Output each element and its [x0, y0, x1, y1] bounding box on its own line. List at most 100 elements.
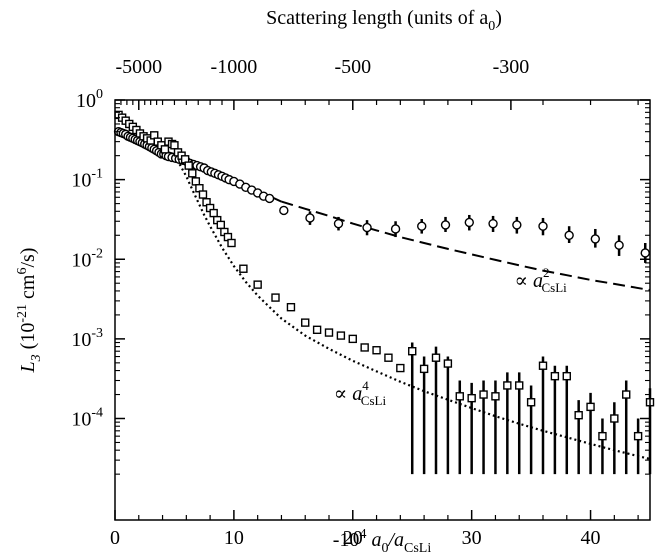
top-tick-label: -1000: [211, 56, 258, 78]
square-point: [227, 238, 236, 248]
square-point: [396, 363, 405, 373]
circle-point: [538, 221, 548, 231]
square-point: [209, 208, 218, 218]
y-axis-title: L3 (10-21 cm6/s): [15, 248, 44, 374]
x-tick-label: 10: [224, 527, 244, 549]
annotation-sup: 2: [543, 265, 550, 280]
annotation-sub: CsLi: [361, 393, 387, 408]
square-point: [455, 392, 464, 401]
circle-point: [362, 222, 372, 233]
y-title-end: /s): [17, 248, 39, 268]
circle-point: [564, 230, 574, 240]
y-tick-base: 10: [71, 170, 91, 192]
square-point: [598, 431, 607, 441]
y-title-unit: (10: [17, 323, 39, 355]
square-point: [491, 392, 500, 401]
square-point: [443, 359, 453, 368]
y-tick-base: 10: [76, 90, 96, 112]
annotation-a2: ∝ a2 CsLi: [514, 265, 567, 295]
y-tick-label: 10-2: [71, 246, 103, 271]
y-tick-base: 10: [71, 329, 91, 351]
x-tick-label: 40: [581, 527, 601, 549]
square-point: [431, 353, 441, 362]
square-point: [372, 346, 381, 355]
circle-point: [614, 240, 624, 250]
top-axis-title-end: ): [495, 7, 502, 29]
circle-point: [390, 224, 401, 234]
y-tick-label: 10-3: [71, 326, 103, 351]
y-tick-exponent: -2: [91, 246, 103, 261]
square-point: [348, 334, 357, 344]
square-point: [301, 318, 310, 327]
circle-point: [640, 248, 650, 258]
y-tick-exponent: -1: [91, 167, 103, 182]
square-point: [160, 145, 170, 154]
annotation-base: ∝ a: [334, 383, 363, 405]
square-point: [503, 381, 512, 390]
square-point: [633, 431, 643, 441]
x-tick-label: 30: [462, 527, 482, 549]
y-title-sub3: 3: [29, 354, 44, 362]
y-title-sup1: -21: [15, 304, 30, 323]
square-point: [324, 328, 334, 337]
x-tick-label: 0: [110, 527, 120, 549]
square-point: [479, 390, 488, 399]
x-title-sup: 4: [359, 527, 366, 542]
square-point: [312, 325, 322, 335]
circle-point: [264, 193, 275, 204]
square-point: [467, 393, 476, 403]
square-point: [286, 302, 296, 312]
x-title-pre: -10: [333, 529, 360, 551]
circle-point: [590, 234, 601, 244]
y-tick-exponent: -3: [91, 326, 103, 341]
square-point: [562, 371, 571, 381]
circle-point: [305, 213, 315, 223]
top-axis-title-sub: 0: [488, 19, 495, 34]
circle-point: [440, 220, 451, 230]
square-point: [239, 264, 248, 273]
annotation-sup: 4: [362, 378, 369, 393]
annotations: ∝ a2 CsLi∝ a4 CsLi: [334, 265, 567, 408]
square-point: [271, 293, 280, 302]
square-point: [586, 402, 595, 412]
square-point: [170, 141, 179, 150]
y-tick-exponent: 0: [96, 87, 103, 102]
square-point: [336, 331, 346, 340]
x-title-slash: /a: [387, 529, 404, 551]
annotation-base: ∝ a: [514, 270, 543, 292]
x-tick-label: 20: [343, 527, 363, 549]
annotation-sub: CsLi: [541, 280, 567, 295]
plot-frame: [114, 99, 651, 521]
top-axis-title: Scattering length (units of a0): [266, 7, 502, 34]
top-tick-label: -300: [493, 56, 530, 78]
square-point: [188, 169, 197, 178]
square-point: [419, 364, 429, 374]
x-title-a0: a: [366, 529, 381, 551]
square-point: [360, 343, 369, 352]
square-point: [622, 390, 631, 399]
circle-point: [417, 221, 427, 231]
x-title-sub0: 0: [381, 541, 388, 553]
square-point: [198, 190, 208, 199]
top-axis-title-main: Scattering length (units of a: [266, 7, 488, 29]
circle-point: [279, 205, 289, 216]
circle-point: [512, 220, 522, 230]
circle-point: [333, 218, 344, 229]
square-point: [515, 381, 524, 390]
square-point: [538, 361, 548, 370]
square-point: [253, 280, 262, 289]
y-title-L: L: [17, 361, 39, 373]
circle-point: [464, 217, 474, 228]
axes: 0 10 20 30 40-5000 -1000 -500 -30010010-110-210…: [71, 56, 650, 549]
top-tick-label: -500: [334, 56, 371, 78]
square-point: [526, 398, 536, 407]
square-point: [408, 347, 417, 356]
data-markers: [113, 110, 655, 441]
square-point: [550, 371, 560, 381]
y-tick-exponent: -4: [91, 406, 103, 421]
x-axis-title: -104 a0/aCsLi: [333, 527, 432, 553]
square-point: [184, 161, 193, 170]
square-point: [191, 177, 201, 186]
y-tick-label: 100: [76, 87, 103, 112]
